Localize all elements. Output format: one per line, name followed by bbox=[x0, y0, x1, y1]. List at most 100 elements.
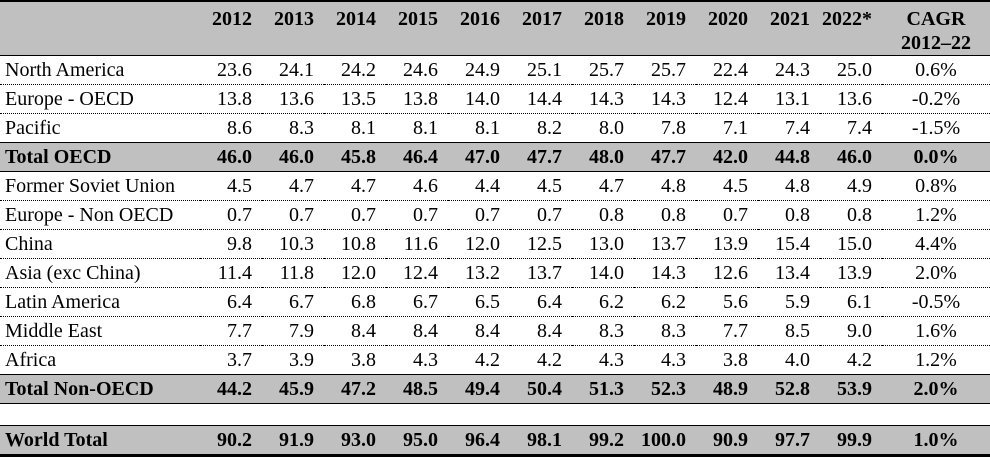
value-cell: 25.0 bbox=[820, 55, 882, 85]
value-cell: 13.7 bbox=[510, 258, 572, 288]
value-cell: 4.3 bbox=[386, 345, 448, 375]
spacer-row bbox=[0, 403, 990, 426]
cagr-cell: -0.5% bbox=[882, 287, 990, 317]
year-column-header: 2017 bbox=[510, 0, 572, 56]
region-cell: Asia (exc China) bbox=[0, 258, 200, 288]
value-cell: 13.6 bbox=[262, 84, 324, 114]
value-cell: 46.0 bbox=[820, 142, 882, 172]
value-cell: 14.3 bbox=[634, 258, 696, 288]
cagr-cell: 1.0% bbox=[882, 425, 990, 457]
table-row: North America 23.6 24.1 24.2 24.6 24.9 25.1 25.… bbox=[0, 55, 990, 85]
value-cell: 7.8 bbox=[634, 113, 696, 143]
value-cell: 44.2 bbox=[200, 374, 262, 404]
value-cell: 4.8 bbox=[634, 171, 696, 201]
value-cell: 6.2 bbox=[634, 287, 696, 317]
value-cell: 97.7 bbox=[758, 425, 820, 457]
cagr-header-line2: 2012–22 bbox=[901, 32, 971, 54]
year-column-header: 2022* bbox=[820, 0, 882, 56]
year-column-header: 2012 bbox=[200, 0, 262, 56]
year-column-header: 2021 bbox=[758, 0, 820, 56]
table-row: Middle East 7.7 7.9 8.4 8.4 8.4 8.4 8.3 8.3 7.7 8.… bbox=[0, 316, 990, 346]
value-cell: 24.6 bbox=[386, 55, 448, 85]
year-column-header: 2019 bbox=[634, 0, 696, 56]
value-cell: 14.4 bbox=[510, 84, 572, 114]
value-cell: 4.5 bbox=[510, 171, 572, 201]
value-cell: 48.9 bbox=[696, 374, 758, 404]
value-cell: 15.0 bbox=[820, 229, 882, 259]
value-cell: 5.9 bbox=[758, 287, 820, 317]
value-cell: 0.8 bbox=[572, 200, 634, 230]
value-cell: 46.0 bbox=[262, 142, 324, 172]
value-cell: 6.5 bbox=[448, 287, 510, 317]
value-cell: 3.7 bbox=[200, 345, 262, 375]
value-cell: 0.8 bbox=[758, 200, 820, 230]
value-cell: 4.2 bbox=[448, 345, 510, 375]
value-cell: 4.9 bbox=[820, 171, 882, 201]
value-cell: 90.2 bbox=[200, 425, 262, 457]
value-cell: 4.6 bbox=[386, 171, 448, 201]
value-cell: 4.7 bbox=[572, 171, 634, 201]
cagr-cell: 2.0% bbox=[882, 258, 990, 288]
value-cell: 13.5 bbox=[324, 84, 386, 114]
value-cell: 0.7 bbox=[200, 200, 262, 230]
value-cell: 7.1 bbox=[696, 113, 758, 143]
value-cell: 46.4 bbox=[386, 142, 448, 172]
value-cell: 12.4 bbox=[386, 258, 448, 288]
value-cell: 7.7 bbox=[200, 316, 262, 346]
year-column-header: 2015 bbox=[386, 0, 448, 56]
value-cell: 4.5 bbox=[200, 171, 262, 201]
region-cell: Europe - OECD bbox=[0, 84, 200, 114]
value-cell: 4.4 bbox=[448, 171, 510, 201]
value-cell: 90.9 bbox=[696, 425, 758, 457]
value-cell: 3.8 bbox=[324, 345, 386, 375]
region-cell: Latin America bbox=[0, 287, 200, 317]
value-cell: 13.8 bbox=[386, 84, 448, 114]
cagr-cell: 1.2% bbox=[882, 200, 990, 230]
value-cell: 24.1 bbox=[262, 55, 324, 85]
value-cell: 12.6 bbox=[696, 258, 758, 288]
cagr-header-line1: CAGR bbox=[906, 8, 966, 30]
value-cell: 8.1 bbox=[386, 113, 448, 143]
value-cell: 14.0 bbox=[448, 84, 510, 114]
value-cell: 14.3 bbox=[572, 84, 634, 114]
value-cell: 0.7 bbox=[262, 200, 324, 230]
value-cell: 13.7 bbox=[634, 229, 696, 259]
value-cell: 13.9 bbox=[696, 229, 758, 259]
table-row: Latin America 6.4 6.7 6.8 6.7 6.5 6.4 6.2 6.2 5.6… bbox=[0, 287, 990, 317]
value-cell: 15.4 bbox=[758, 229, 820, 259]
table-row: Europe - Non OECD 0.7 0.7 0.7 0.7 0.7 0.7 0.8 0.… bbox=[0, 200, 990, 230]
cagr-cell: 0.8% bbox=[882, 171, 990, 201]
table-body: North America 23.6 24.1 24.2 24.6 24.9 25.1 25.… bbox=[0, 55, 990, 457]
value-cell: 13.6 bbox=[820, 84, 882, 114]
value-cell: 10.3 bbox=[262, 229, 324, 259]
value-cell: 14.0 bbox=[572, 258, 634, 288]
value-cell: 52.3 bbox=[634, 374, 696, 404]
table-row: Former Soviet Union 4.5 4.7 4.7 4.6 4.4 4.5 4.7… bbox=[0, 171, 990, 201]
table-row: Pacific 8.6 8.3 8.1 8.1 8.1 8.2 8.0 7.8 7.1 7.4 7.4… bbox=[0, 113, 990, 143]
value-cell: 22.4 bbox=[696, 55, 758, 85]
region-cell: North America bbox=[0, 55, 200, 85]
value-cell: 49.4 bbox=[448, 374, 510, 404]
value-cell: 0.8 bbox=[634, 200, 696, 230]
table-row: Europe - OECD 13.8 13.6 13.5 13.8 14.0 14.4 14.… bbox=[0, 84, 990, 114]
value-cell: 93.0 bbox=[324, 425, 386, 457]
region-cell: Total Non-OECD bbox=[0, 374, 200, 404]
value-cell: 6.7 bbox=[262, 287, 324, 317]
value-cell: 8.4 bbox=[386, 316, 448, 346]
value-cell: 8.3 bbox=[634, 316, 696, 346]
value-cell: 0.7 bbox=[386, 200, 448, 230]
value-cell: 52.8 bbox=[758, 374, 820, 404]
region-cell: Former Soviet Union bbox=[0, 171, 200, 201]
table-row: Africa 3.7 3.9 3.8 4.3 4.2 4.2 4.3 4.3 3.8 4.0 4.2 1… bbox=[0, 345, 990, 375]
value-cell: 9.8 bbox=[200, 229, 262, 259]
value-cell: 3.8 bbox=[696, 345, 758, 375]
cagr-cell: -1.5% bbox=[882, 113, 990, 143]
value-cell: 4.2 bbox=[820, 345, 882, 375]
value-cell: 99.9 bbox=[820, 425, 882, 457]
value-cell: 95.0 bbox=[386, 425, 448, 457]
value-cell: 8.1 bbox=[324, 113, 386, 143]
value-cell: 6.2 bbox=[572, 287, 634, 317]
cagr-column-header: CAGR 2012–22 bbox=[882, 0, 990, 56]
value-cell: 23.6 bbox=[200, 55, 262, 85]
